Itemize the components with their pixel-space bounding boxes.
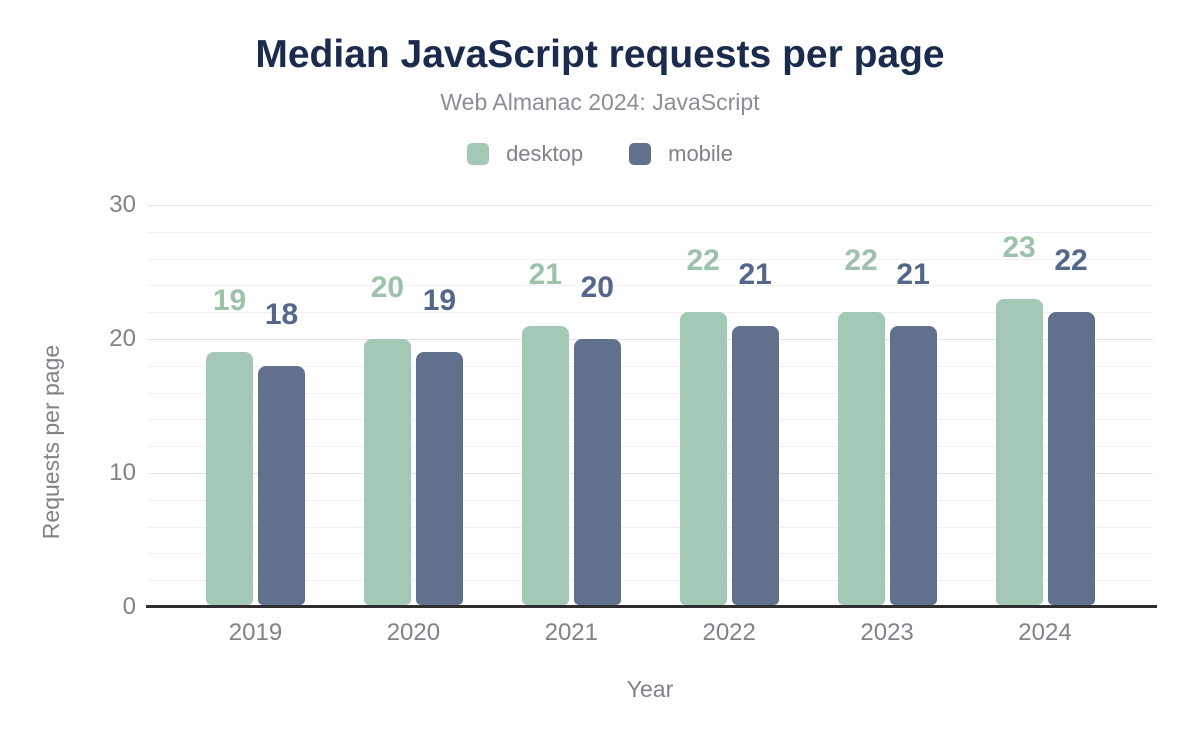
bar-value-label: 21 — [528, 257, 562, 291]
x-axis-tick-label: 2022 — [702, 619, 756, 646]
y-axis-tick-label: 10 — [109, 459, 136, 486]
gridline — [148, 285, 1153, 287]
bar-mobile-2019[interactable] — [258, 365, 305, 605]
x-axis-line — [146, 605, 1157, 608]
gridline — [148, 473, 1153, 474]
legend-item-desktop[interactable]: desktop — [467, 142, 583, 166]
gridline — [148, 205, 1153, 206]
bar-desktop-2021[interactable] — [521, 325, 569, 605]
bar-value-label: 20 — [580, 271, 614, 304]
bar-mobile-2023[interactable] — [889, 325, 937, 605]
bar-value-label: 19 — [422, 284, 457, 318]
chart-title: Median JavaScript requests per page — [255, 33, 945, 76]
gridline — [148, 339, 1153, 340]
bar-value-label: 21 — [738, 257, 772, 291]
bar-value-label: 20 — [370, 271, 405, 304]
legend-swatch-mobile-icon — [629, 143, 652, 165]
gridline — [148, 553, 1153, 555]
legend: desktop mobile — [0, 142, 1200, 166]
bar-desktop-2023[interactable] — [837, 312, 885, 605]
bar-mobile-2022[interactable] — [731, 325, 779, 605]
x-axis-tick-label: 2019 — [228, 619, 283, 646]
y-axis-tick-label: 20 — [109, 325, 136, 352]
gridline — [148, 365, 1153, 367]
x-axis-tick-label: 2020 — [386, 619, 441, 646]
x-axis-tick-label: 2021 — [544, 619, 598, 646]
gridline — [148, 419, 1153, 421]
bar-value-label: 18 — [264, 297, 299, 331]
gridline — [148, 446, 1153, 448]
bar-value-label: 22 — [686, 244, 720, 278]
gridline — [148, 258, 1153, 260]
bar-value-label: 21 — [896, 257, 930, 291]
chart-subtitle: Web Almanac 2024: JavaScript — [440, 89, 760, 115]
bar-mobile-2020[interactable] — [415, 352, 463, 605]
x-axis-tick-label: 2024 — [1018, 619, 1072, 646]
bar-desktop-2024[interactable] — [995, 298, 1043, 605]
bar-mobile-2024[interactable] — [1047, 312, 1095, 605]
gridline — [148, 499, 1153, 501]
legend-label-mobile: mobile — [668, 141, 733, 166]
gridline — [148, 392, 1153, 394]
gridline — [148, 312, 1153, 314]
legend-label-desktop: desktop — [506, 141, 584, 166]
bar-desktop-2022[interactable] — [679, 312, 727, 605]
bar-value-label: 19 — [212, 284, 247, 318]
bar-value-label: 22 — [1054, 244, 1088, 278]
bar-value-label: 23 — [1002, 230, 1036, 264]
gridline — [148, 580, 1153, 582]
bar-mobile-2021[interactable] — [573, 339, 621, 605]
gridline — [148, 231, 1153, 233]
gridline — [148, 526, 1153, 528]
x-axis-tick-label: 2023 — [860, 619, 914, 646]
bar-desktop-2019[interactable] — [206, 352, 253, 605]
x-axis-title: Year — [626, 676, 674, 702]
bar-desktop-2020[interactable] — [363, 339, 411, 605]
y-axis-tick-label: 30 — [109, 191, 136, 218]
bar-value-label: 22 — [844, 244, 878, 278]
y-axis-tick-label: 0 — [122, 593, 136, 620]
legend-item-mobile[interactable]: mobile — [629, 142, 733, 166]
legend-swatch-desktop-icon — [467, 143, 490, 165]
